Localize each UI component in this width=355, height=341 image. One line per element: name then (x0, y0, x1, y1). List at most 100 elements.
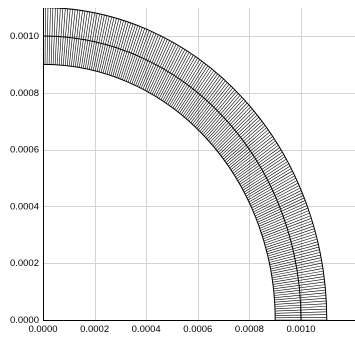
radial-mesh-line (258, 205, 308, 227)
y-tick-label: 0.0004 (10, 201, 39, 212)
radial-mesh-line (212, 106, 251, 146)
radial-mesh-line (255, 195, 304, 219)
radial-mesh-line (158, 49, 186, 99)
radial-mesh-line (266, 236, 317, 252)
radial-mesh-line (273, 278, 325, 287)
radial-mesh-line (246, 170, 293, 199)
radial-mesh-line (85, 12, 96, 69)
radial-mesh-line (114, 22, 131, 77)
radial-mesh-line (127, 29, 148, 83)
x-tick-label: 0.0008 (235, 324, 264, 335)
radial-mesh-line (137, 34, 159, 87)
radial-mesh-line (265, 230, 316, 248)
radial-mesh-line (248, 175, 295, 203)
radial-mesh-line (106, 19, 122, 75)
radial-mesh-line (148, 41, 173, 93)
radial-mesh-line (270, 257, 322, 270)
radial-mesh-line (66, 9, 73, 66)
radial-mesh-line (112, 21, 129, 77)
radial-mesh-line (50, 8, 54, 65)
radial-mesh-line (146, 40, 170, 92)
radial-mesh-line (177, 65, 209, 113)
radial-mesh-line (274, 306, 327, 310)
radial-mesh-line (271, 268, 323, 279)
radial-mesh-line (229, 133, 272, 169)
radial-mesh-line (223, 123, 264, 160)
radial-mesh-line (73, 10, 81, 67)
radial-mesh-line (249, 177, 297, 205)
radial-mesh-line (275, 314, 327, 316)
radial-mesh-line (184, 71, 217, 118)
radial-mesh-line (198, 87, 234, 131)
radial-mesh-line (64, 9, 71, 66)
radial-mesh-line (239, 154, 284, 185)
radial-mesh-line (125, 28, 145, 82)
mesh (43, 8, 328, 320)
radial-mesh-line (190, 78, 224, 123)
radial-mesh-line (87, 13, 98, 70)
radial-mesh-line (256, 197, 305, 221)
radial-mesh-line (273, 287, 326, 294)
radial-mesh-line (254, 192, 303, 217)
radial-mesh-line (165, 54, 194, 104)
radial-mesh-line (98, 16, 112, 73)
radial-mesh-line (120, 25, 139, 80)
radial-mesh-line (116, 23, 134, 78)
radial-mesh-line (267, 241, 318, 257)
y-tick-labels: 0.0000 0.0002 0.0004 0.0006 0.0008 0.0010 (10, 31, 39, 326)
radial-mesh-line (96, 16, 110, 72)
radial-mesh-line (208, 100, 246, 142)
radial-mesh-line (220, 118, 261, 156)
radial-mesh-line (211, 104, 250, 145)
radial-mesh-line (275, 311, 327, 314)
radial-mesh-line (270, 254, 321, 268)
radial-mesh-line (260, 210, 309, 231)
radial-mesh-line (259, 207, 309, 229)
radial-mesh-line (261, 212, 310, 233)
y-tick-label: 0.0006 (10, 145, 39, 156)
radial-mesh-line (167, 56, 196, 105)
radial-mesh-line (251, 182, 299, 209)
radial-mesh-line (187, 75, 220, 121)
radial-mesh-line (62, 8, 69, 66)
y-tick-label: 0.0010 (10, 31, 39, 42)
radial-mesh-line (170, 59, 200, 108)
radial-mesh-line (48, 8, 51, 65)
radial-mesh-line (274, 303, 327, 307)
radial-mesh-line (219, 116, 260, 155)
radial-mesh-line (68, 9, 76, 67)
radial-mesh-line (274, 289, 326, 296)
radial-mesh-line (242, 161, 288, 191)
radial-mesh-line (160, 50, 188, 100)
radial-mesh-line (46, 8, 49, 65)
radial-mesh-line (104, 18, 120, 74)
radial-mesh-line (227, 129, 269, 165)
radial-mesh-line (202, 93, 239, 135)
radial-mesh-line (196, 85, 232, 129)
x-tick-label: 0.0000 (28, 324, 57, 335)
radial-mesh-line (108, 20, 124, 76)
x-tick-label: 0.0006 (183, 324, 212, 335)
radial-mesh-line (267, 238, 318, 255)
radial-mesh-line (142, 37, 166, 90)
radial-mesh-line (273, 284, 326, 292)
radial-mesh-line (237, 149, 282, 182)
radial-mesh-line (135, 33, 157, 86)
radial-mesh-line (258, 202, 307, 225)
radial-mesh-line (261, 215, 311, 235)
radial-mesh-line (275, 308, 327, 312)
radial-mesh-line (274, 297, 327, 303)
radial-mesh-line (263, 220, 313, 240)
radial-mesh-line (144, 39, 168, 91)
radial-mesh-line (122, 26, 141, 80)
radial-mesh-line (209, 102, 248, 143)
radial-mesh-line (149, 42, 175, 94)
radial-mesh-line (238, 151, 283, 183)
radial-mesh-line (268, 244, 319, 259)
radial-mesh-line (204, 95, 241, 137)
radial-mesh-line (272, 273, 324, 283)
radial-mesh-line (174, 62, 205, 110)
radial-mesh-line (179, 67, 211, 114)
radial-mesh-line (90, 14, 103, 71)
radial-mesh-line (274, 295, 326, 301)
